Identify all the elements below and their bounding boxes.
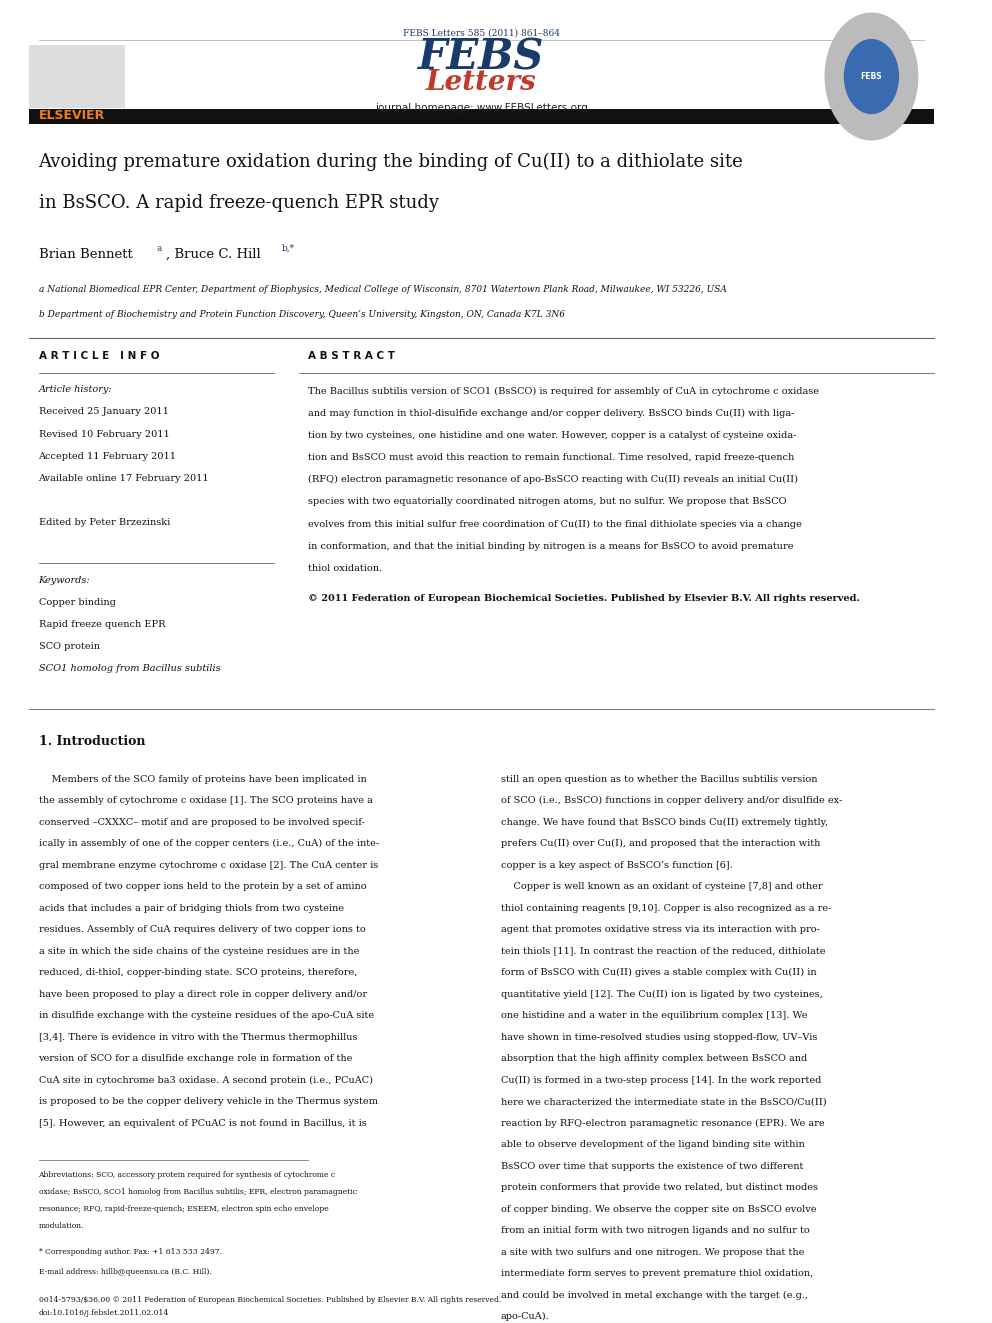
Text: Edited by Peter Brzezinski: Edited by Peter Brzezinski (39, 519, 170, 527)
Text: in conformation, and that the initial binding by nitrogen is a means for BsSCO t: in conformation, and that the initial bi… (309, 541, 794, 550)
Text: 1. Introduction: 1. Introduction (39, 736, 145, 747)
Text: * Corresponding author. Fax: +1 613 533 2497.: * Corresponding author. Fax: +1 613 533 … (39, 1248, 221, 1256)
Text: is proposed to be the copper delivery vehicle in the Thermus system: is proposed to be the copper delivery ve… (39, 1097, 378, 1106)
Text: quantitative yield [12]. The Cu(II) ion is ligated by two cysteines,: quantitative yield [12]. The Cu(II) ion … (501, 990, 822, 999)
Text: Keywords:: Keywords: (39, 576, 90, 585)
Text: a site with two sulfurs and one nitrogen. We propose that the: a site with two sulfurs and one nitrogen… (501, 1248, 805, 1257)
Text: doi:10.1016/j.febslet.2011.02.014: doi:10.1016/j.febslet.2011.02.014 (39, 1308, 169, 1316)
Text: modulation.: modulation. (39, 1222, 84, 1230)
Text: , Bruce C. Hill: , Bruce C. Hill (166, 247, 265, 261)
Text: journal homepage: www.FEBSLetters.org: journal homepage: www.FEBSLetters.org (375, 103, 588, 112)
Text: prefers Cu(II) over Cu(I), and proposed that the interaction with: prefers Cu(II) over Cu(I), and proposed … (501, 839, 820, 848)
Text: ELSEVIER: ELSEVIER (39, 110, 105, 123)
Text: E-mail address: hillb@queensu.ca (B.C. Hill).: E-mail address: hillb@queensu.ca (B.C. H… (39, 1269, 211, 1277)
Text: evolves from this initial sulfur free coordination of Cu(II) to the final dithio: evolves from this initial sulfur free co… (309, 520, 802, 529)
Text: FEBS: FEBS (419, 37, 545, 79)
Text: acids that includes a pair of bridging thiols from two cysteine: acids that includes a pair of bridging t… (39, 904, 343, 913)
Text: composed of two copper ions held to the protein by a set of amino: composed of two copper ions held to the … (39, 882, 366, 892)
Text: (RFQ) electron paramagnetic resonance of apo-BsSCO reacting with Cu(II) reveals : (RFQ) electron paramagnetic resonance of… (309, 475, 799, 484)
Text: absorption that the high affinity complex between BsSCO and: absorption that the high affinity comple… (501, 1054, 806, 1064)
Text: have been proposed to play a direct role in copper delivery and/or: have been proposed to play a direct role… (39, 990, 367, 999)
Text: thiol containing reagents [9,10]. Copper is also recognized as a re-: thiol containing reagents [9,10]. Copper… (501, 904, 831, 913)
Text: the assembly of cytochrome c oxidase [1]. The SCO proteins have a: the assembly of cytochrome c oxidase [1]… (39, 796, 372, 806)
Text: Received 25 January 2011: Received 25 January 2011 (39, 407, 169, 417)
Text: here we characterized the intermediate state in the BsSCO/Cu(II): here we characterized the intermediate s… (501, 1097, 826, 1106)
Text: species with two equatorially coordinated nitrogen atoms, but no sulfur. We prop: species with two equatorially coordinate… (309, 497, 787, 507)
Circle shape (825, 13, 918, 140)
Text: Accepted 11 February 2011: Accepted 11 February 2011 (39, 451, 177, 460)
Text: Copper is well known as an oxidant of cysteine [7,8] and other: Copper is well known as an oxidant of cy… (501, 882, 822, 892)
Text: © 2011 Federation of European Biochemical Societies. Published by Elsevier B.V. : © 2011 Federation of European Biochemica… (309, 594, 860, 603)
Bar (29, 45, 125, 108)
Text: Letters: Letters (427, 69, 537, 95)
Text: oxidase; BsSCO, SCO1 homolog from Bacillus subtilis; EPR, electron paramagnetic: oxidase; BsSCO, SCO1 homolog from Bacill… (39, 1188, 356, 1196)
Text: Rapid freeze quench EPR: Rapid freeze quench EPR (39, 620, 165, 628)
Text: Cu(II) is formed in a two-step process [14]. In the work reported: Cu(II) is formed in a two-step process [… (501, 1076, 821, 1085)
Text: of SCO (i.e., BsSCO) functions in copper delivery and/or disulfide ex-: of SCO (i.e., BsSCO) functions in copper… (501, 796, 842, 806)
Text: from an initial form with two nitrogen ligands and no sulfur to: from an initial form with two nitrogen l… (501, 1226, 809, 1236)
Text: a National Biomedical EPR Center, Department of Biophysics, Medical College of W: a National Biomedical EPR Center, Depart… (39, 284, 726, 294)
Text: Article history:: Article history: (39, 385, 112, 394)
Text: Abbreviations: SCO, accessory protein required for synthesis of cytochrome c: Abbreviations: SCO, accessory protein re… (39, 1171, 335, 1179)
Text: Revised 10 February 2011: Revised 10 February 2011 (39, 430, 170, 438)
Text: protein conformers that provide two related, but distinct modes: protein conformers that provide two rela… (501, 1183, 817, 1192)
Text: have shown in time-resolved studies using stopped-flow, UV–Vis: have shown in time-resolved studies usin… (501, 1033, 817, 1041)
Text: conserved –CXXXC– motif and are proposed to be involved specif-: conserved –CXXXC– motif and are proposed… (39, 818, 364, 827)
Text: a: a (157, 243, 163, 253)
Text: ically in assembly of one of the copper centers (i.e., CuA) of the inte-: ically in assembly of one of the copper … (39, 839, 379, 848)
Text: and could be involved in metal exchange with the target (e.g.,: and could be involved in metal exchange … (501, 1291, 807, 1301)
Text: copper is a key aspect of BsSCO’s function [6].: copper is a key aspect of BsSCO’s functi… (501, 861, 732, 869)
Text: b Department of Biochemistry and Protein Function Discovery, Queen’s University,: b Department of Biochemistry and Protein… (39, 310, 564, 319)
Text: Copper binding: Copper binding (39, 598, 115, 607)
Text: gral membrane enzyme cytochrome c oxidase [2]. The CuA center is: gral membrane enzyme cytochrome c oxidas… (39, 861, 378, 869)
Text: A B S T R A C T: A B S T R A C T (309, 351, 395, 361)
Text: agent that promotes oxidative stress via its interaction with pro-: agent that promotes oxidative stress via… (501, 925, 819, 934)
Text: The Bacillus subtilis version of SCO1 (BsSCO) is required for assembly of CuA in: The Bacillus subtilis version of SCO1 (B… (309, 386, 819, 396)
Text: b,*: b,* (282, 243, 296, 253)
Text: Available online 17 February 2011: Available online 17 February 2011 (39, 474, 209, 483)
Text: of copper binding. We observe the copper site on BsSCO evolve: of copper binding. We observe the copper… (501, 1205, 816, 1213)
Text: a site in which the side chains of the cysteine residues are in the: a site in which the side chains of the c… (39, 947, 359, 955)
Text: still an open question as to whether the Bacillus subtilis version: still an open question as to whether the… (501, 775, 817, 783)
Text: version of SCO for a disulfide exchange role in formation of the: version of SCO for a disulfide exchange … (39, 1054, 353, 1064)
Text: and may function in thiol-disulfide exchange and/or copper delivery. BsSCO binds: and may function in thiol-disulfide exch… (309, 409, 795, 418)
Text: reduced, di-thiol, copper-binding state. SCO proteins, therefore,: reduced, di-thiol, copper-binding state.… (39, 968, 357, 978)
Text: apo-CuA).: apo-CuA). (501, 1312, 550, 1322)
Text: [5]. However, an equivalent of PCuAC is not found in Bacillus, it is: [5]. However, an equivalent of PCuAC is … (39, 1119, 366, 1127)
Text: thiol oxidation.: thiol oxidation. (309, 564, 382, 573)
Text: FEBS: FEBS (861, 71, 882, 81)
Text: Members of the SCO family of proteins have been implicated in: Members of the SCO family of proteins ha… (39, 775, 366, 783)
Text: form of BsSCO with Cu(II) gives a stable complex with Cu(II) in: form of BsSCO with Cu(II) gives a stable… (501, 968, 816, 978)
Text: resonance; RFQ, rapid-freeze-quench; ESEEM, electron spin echo envelope: resonance; RFQ, rapid-freeze-quench; ESE… (39, 1205, 328, 1213)
Text: reaction by RFQ-electron paramagnetic resonance (EPR). We are: reaction by RFQ-electron paramagnetic re… (501, 1119, 824, 1129)
Text: able to observe development of the ligand binding site within: able to observe development of the ligan… (501, 1140, 805, 1150)
Text: change. We have found that BsSCO binds Cu(II) extremely tightly,: change. We have found that BsSCO binds C… (501, 818, 827, 827)
Text: residues. Assembly of CuA requires delivery of two copper ions to: residues. Assembly of CuA requires deliv… (39, 925, 365, 934)
Text: in disulfide exchange with the cysteine residues of the apo-CuA site: in disulfide exchange with the cysteine … (39, 1011, 374, 1020)
Text: one histidine and a water in the equilibrium complex [13]. We: one histidine and a water in the equilib… (501, 1011, 807, 1020)
Text: CuA site in cytochrome ba3 oxidase. A second protein (i.e., PCuAC): CuA site in cytochrome ba3 oxidase. A se… (39, 1076, 373, 1085)
Text: tein thiols [11]. In contrast the reaction of the reduced, dithiolate: tein thiols [11]. In contrast the reacti… (501, 947, 825, 955)
Bar (29, 110, 934, 124)
Text: intermediate form serves to prevent premature thiol oxidation,: intermediate form serves to prevent prem… (501, 1269, 813, 1278)
Text: FEBS Letters 585 (2011) 861–864: FEBS Letters 585 (2011) 861–864 (403, 29, 559, 38)
Text: tion by two cysteines, one histidine and one water. However, copper is a catalys: tion by two cysteines, one histidine and… (309, 431, 797, 439)
Text: [3,4]. There is evidence in vitro with the Thermus thermophillus: [3,4]. There is evidence in vitro with t… (39, 1033, 357, 1041)
Text: A R T I C L E   I N F O: A R T I C L E I N F O (39, 351, 159, 361)
Text: in BsSCO. A rapid freeze-quench EPR study: in BsSCO. A rapid freeze-quench EPR stud… (39, 194, 438, 212)
Text: tion and BsSCO must avoid this reaction to remain functional. Time resolved, rap: tion and BsSCO must avoid this reaction … (309, 452, 795, 462)
Text: SCO protein: SCO protein (39, 642, 99, 651)
Text: 0014-5793/$36.00 © 2011 Federation of European Biochemical Societies. Published : 0014-5793/$36.00 © 2011 Federation of Eu… (39, 1295, 501, 1303)
Text: BsSCO over time that supports the existence of two different: BsSCO over time that supports the existe… (501, 1162, 804, 1171)
Text: SCO1 homolog from Bacillus subtilis: SCO1 homolog from Bacillus subtilis (39, 664, 220, 673)
Text: Brian Bennett: Brian Bennett (39, 247, 137, 261)
Text: Avoiding premature oxidation during the binding of Cu(II) to a dithiolate site: Avoiding premature oxidation during the … (39, 153, 743, 171)
Circle shape (844, 40, 899, 114)
